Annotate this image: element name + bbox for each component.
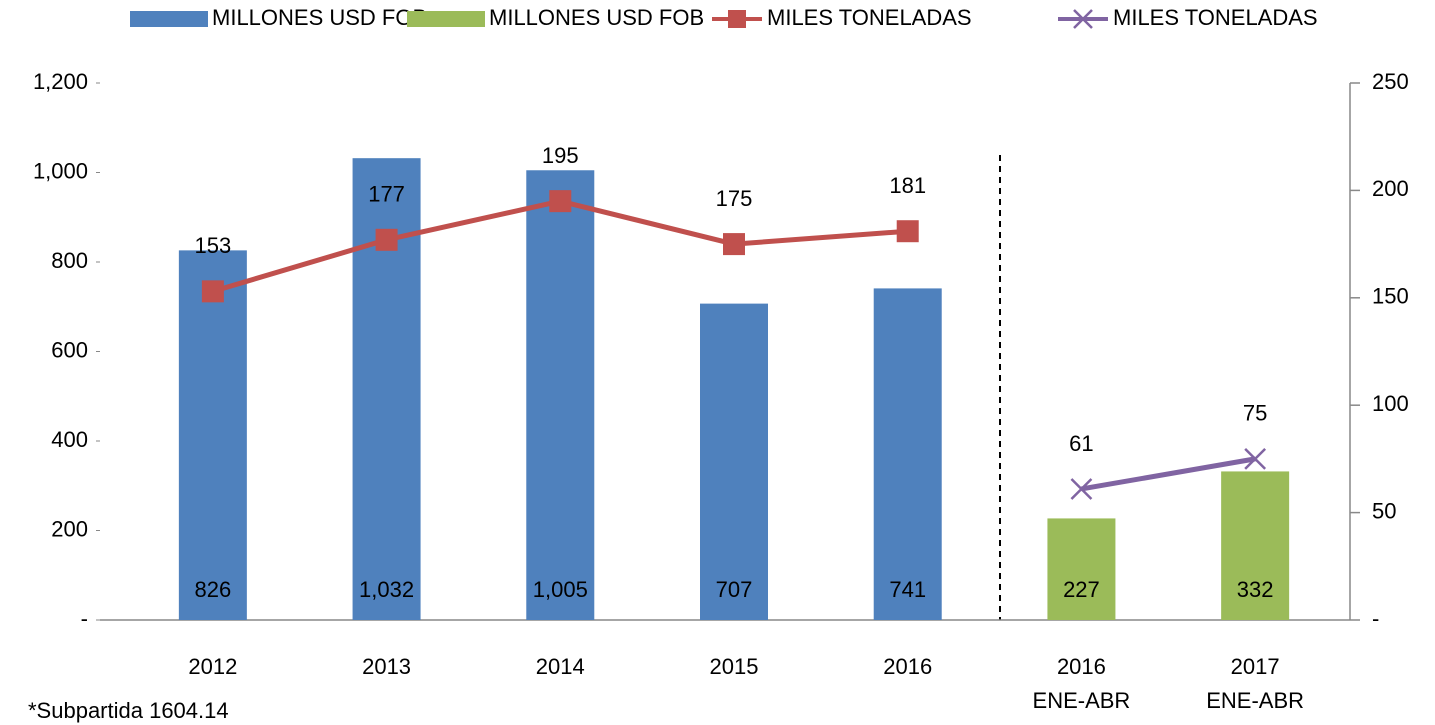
x-tick-label: 2017 bbox=[1231, 654, 1280, 679]
bar bbox=[700, 303, 768, 620]
line-label: 153 bbox=[194, 233, 231, 258]
bar bbox=[178, 250, 247, 621]
x-tick-label: 2013 bbox=[362, 654, 411, 679]
legend-marker bbox=[728, 10, 746, 28]
marker bbox=[549, 190, 572, 213]
y-tick-label: - bbox=[81, 606, 88, 631]
y-tick-label: 600 bbox=[51, 337, 88, 362]
legend-label: MILES TONELADAS bbox=[767, 5, 972, 30]
marker bbox=[723, 233, 745, 256]
legend-label: MILLONES USD FOB bbox=[212, 5, 427, 30]
legend-label: MILLONES USD FOB bbox=[489, 5, 704, 30]
y-tick-label: 1,000 bbox=[33, 158, 88, 183]
bar-label: 227 bbox=[1063, 577, 1100, 602]
y2-tick-label: 100 bbox=[1372, 391, 1409, 416]
y-tick-label: 1,200 bbox=[33, 69, 88, 94]
legend-marker bbox=[1073, 9, 1093, 29]
bar bbox=[352, 158, 421, 620]
bar bbox=[873, 288, 942, 620]
line-label: 75 bbox=[1243, 401, 1267, 426]
y-tick-label: 200 bbox=[51, 516, 88, 541]
marker bbox=[1070, 478, 1093, 500]
bar-label: 826 bbox=[194, 577, 231, 602]
y2-tick-label: 250 bbox=[1372, 69, 1409, 94]
line bbox=[1081, 456, 1256, 492]
line-label: 175 bbox=[716, 186, 753, 211]
bar bbox=[526, 170, 595, 620]
bar-label: 741 bbox=[889, 577, 926, 602]
bar bbox=[1221, 471, 1290, 620]
marker bbox=[1244, 448, 1267, 470]
y2-tick-label: 50 bbox=[1372, 498, 1396, 523]
x-tick-label: ENE-ABR bbox=[1206, 688, 1304, 713]
legend-swatch bbox=[407, 11, 485, 27]
line-label: 61 bbox=[1069, 431, 1093, 456]
y-tick-label: 400 bbox=[51, 427, 88, 452]
x-tick-label: 2015 bbox=[710, 654, 759, 679]
line-label: 181 bbox=[889, 173, 926, 198]
bar-label: 707 bbox=[716, 577, 753, 602]
x-tick-label: 2016 bbox=[883, 654, 932, 679]
y2-tick-label: 150 bbox=[1372, 284, 1409, 309]
y2-tick-label: - bbox=[1372, 606, 1379, 631]
legend-label: MILES TONELADAS bbox=[1113, 5, 1318, 30]
marker bbox=[375, 228, 398, 251]
x-tick-label: 2014 bbox=[536, 654, 585, 679]
bar-label: 1,032 bbox=[359, 577, 414, 602]
y2-tick-label: 200 bbox=[1372, 176, 1409, 201]
note: *Subpartida 1604.14 bbox=[28, 698, 229, 723]
line-label: 177 bbox=[368, 182, 405, 207]
bar-label: 1,005 bbox=[533, 577, 588, 602]
x-tick-label: ENE-ABR bbox=[1033, 688, 1131, 713]
marker bbox=[896, 220, 919, 243]
y-tick-label: 800 bbox=[51, 248, 88, 273]
x-tick-label: 2016 bbox=[1057, 654, 1106, 679]
legend-swatch bbox=[130, 11, 208, 27]
bar bbox=[1047, 518, 1116, 620]
bar-label: 332 bbox=[1237, 577, 1274, 602]
line-label: 195 bbox=[542, 143, 579, 168]
marker bbox=[201, 280, 224, 303]
x-tick-label: 2012 bbox=[188, 654, 237, 679]
